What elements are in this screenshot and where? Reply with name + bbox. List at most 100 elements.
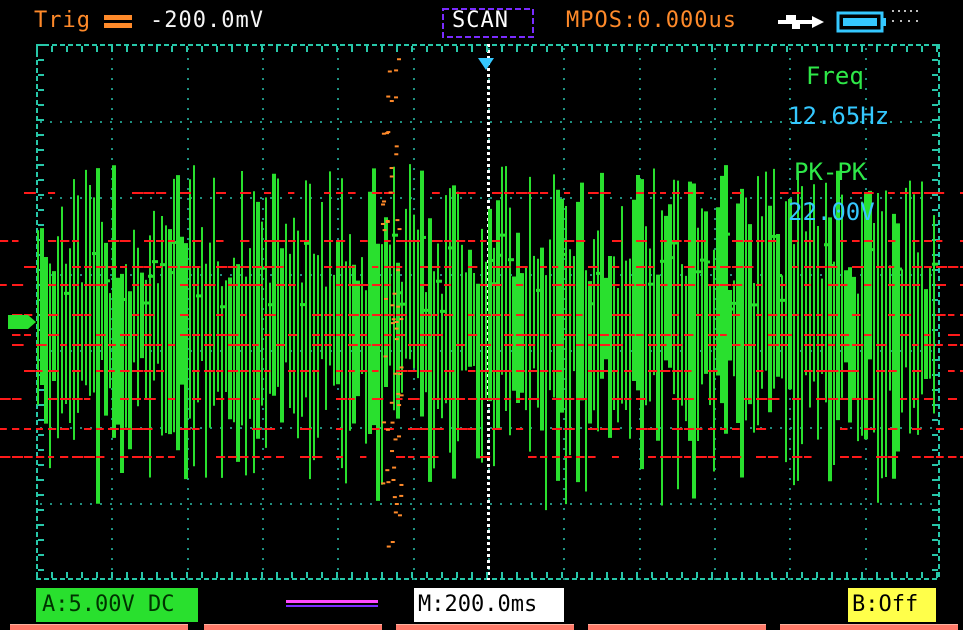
grid-dot: [789, 548, 791, 550]
grid-tick: [932, 449, 938, 451]
grid-border-dash: [938, 356, 940, 361]
reference-trace-dash: [420, 428, 429, 430]
reference-trace-dash: [240, 192, 252, 194]
reference-trace-dash: [900, 192, 909, 194]
grid-dot: [250, 503, 252, 505]
grid-dot: [111, 78, 113, 80]
reference-trace-dash: [228, 344, 240, 346]
reference-trace-dash: [348, 314, 359, 316]
reference-trace-dash: [564, 314, 572, 316]
grid-tick: [38, 449, 44, 451]
reference-trace-dash: [180, 314, 189, 316]
waveform-segment: [780, 298, 786, 302]
reference-trace-dash: [768, 344, 779, 346]
grid-dot: [262, 498, 264, 500]
softkey-1[interactable]: [10, 624, 188, 630]
grid-border-dash: [476, 578, 481, 580]
reference-trace-dash: [828, 370, 839, 372]
noise-dot: [386, 95, 391, 98]
reference-trace-dash: [648, 428, 658, 430]
reference-trace-dash: [84, 266, 93, 268]
reference-trace-dash: [384, 334, 392, 336]
grid-centre-dot: [487, 92, 490, 95]
reference-trace-dash: [276, 240, 286, 242]
reference-trace-dash: [492, 192, 503, 194]
reference-trace-dash: [960, 266, 963, 268]
grid-border-dash: [938, 324, 940, 329]
grid-border-dash: [628, 578, 633, 580]
status-bar: Trig -200.0mV SCAN MPOS:0.000us: [0, 0, 963, 44]
reference-trace-dash: [948, 314, 955, 316]
grid-dot: [610, 121, 612, 123]
noise-dot: [390, 450, 395, 453]
noise-dot: [392, 496, 397, 499]
waveform-segment: [420, 235, 426, 239]
grid-dot: [280, 427, 282, 429]
reference-trace-dash: [420, 314, 431, 316]
grid-tick: [38, 434, 44, 436]
grid-border-dash: [908, 44, 913, 46]
grid-dot: [563, 118, 565, 120]
grid-border-dash: [938, 60, 940, 65]
reference-trace-dash: [804, 334, 815, 336]
reference-trace-dash: [468, 398, 477, 400]
grid-border-dash: [220, 578, 225, 580]
channel-a-scale[interactable]: A:5.00V DC: [36, 588, 198, 622]
softkey-5[interactable]: [780, 624, 958, 630]
grid-dot: [413, 78, 415, 80]
grid-tick: [846, 46, 848, 52]
noise-dot: [396, 305, 401, 308]
grid-border-dash: [132, 44, 137, 46]
grid-border-dash: [804, 44, 809, 46]
reference-trace-dash: [48, 240, 57, 242]
timebase-scale[interactable]: M:200.0ms: [414, 588, 564, 622]
grid-centre-dot: [487, 554, 490, 557]
reference-trace-dash: [480, 314, 491, 316]
horizontal-position[interactable]: MPOS:0.000us: [566, 8, 737, 33]
grid-dot: [500, 121, 502, 123]
grid-dot: [111, 558, 113, 560]
grid-dot: [400, 503, 402, 505]
reference-trace-dash: [96, 344, 103, 346]
reference-trace-dash: [924, 344, 934, 346]
grid-dot: [714, 108, 716, 110]
grid-dot: [262, 118, 264, 120]
grid-dot: [720, 503, 722, 505]
grid-dot: [488, 438, 490, 440]
grid-dot: [510, 121, 512, 123]
trigger-position-marker[interactable]: [478, 58, 494, 72]
grid-tick: [932, 434, 938, 436]
grid-dot: [350, 197, 352, 199]
reference-trace-dash: [312, 370, 320, 372]
softkey-4[interactable]: [588, 624, 766, 630]
reference-trace-dash: [564, 192, 571, 194]
reference-trace-dash: [324, 334, 335, 336]
grid-tick: [276, 572, 278, 578]
reference-trace-dash: [264, 266, 275, 268]
grid-dot: [563, 488, 565, 490]
channel-b-scale[interactable]: B:Off: [848, 588, 936, 622]
grid-tick: [141, 46, 143, 52]
reference-trace-dash: [72, 344, 82, 346]
reference-trace-dash: [720, 428, 727, 430]
waveform-segment: [144, 301, 150, 305]
waveform-segment: [704, 260, 710, 264]
grid-tick: [96, 46, 98, 52]
grid-dot: [790, 503, 792, 505]
noise-dot: [383, 355, 388, 358]
softkey-3[interactable]: [396, 624, 574, 630]
acquire-mode[interactable]: SCAN: [452, 8, 509, 33]
channel-a-ground-marker[interactable]: [8, 315, 36, 329]
grid-border-dash: [938, 196, 940, 201]
grid-tick: [606, 46, 608, 52]
reference-trace-dash: [396, 266, 403, 268]
reference-trace-dash: [432, 398, 441, 400]
reference-trace-dash: [84, 456, 95, 458]
grid-dot: [230, 197, 232, 199]
softkey-2[interactable]: [204, 624, 382, 630]
pkpk-value: 22.00V: [788, 198, 875, 226]
grid-tick: [261, 46, 263, 52]
grid-dot: [40, 121, 42, 123]
grid-tick: [336, 572, 338, 578]
grid-border-dash: [372, 44, 377, 46]
